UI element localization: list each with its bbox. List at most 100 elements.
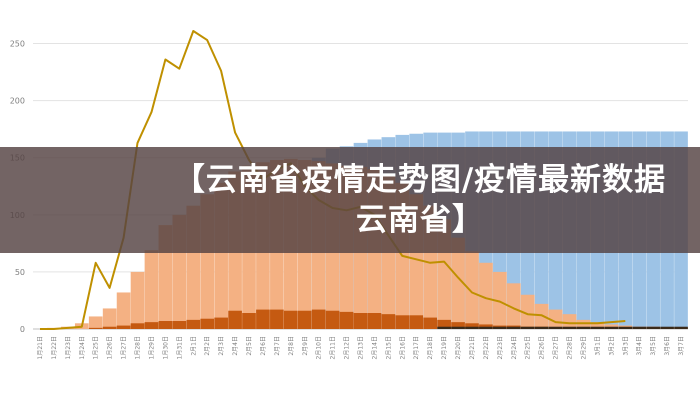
- severe-bar: [102, 326, 117, 329]
- x-tick-label: 2月5日: [246, 336, 253, 356]
- x-tick-label: 3月4日: [636, 336, 643, 356]
- x-tick-label: 2月6日: [260, 336, 267, 356]
- death-bar: [618, 326, 633, 329]
- severe-bar: [367, 313, 382, 329]
- x-tick-label: 1月24日: [79, 336, 86, 359]
- existing-bar: [479, 262, 493, 329]
- x-tick-label: 3月2日: [608, 336, 615, 356]
- x-tick-label: 2月1日: [190, 336, 197, 356]
- y-tick-label: 0: [20, 325, 25, 334]
- severe-bar: [186, 319, 201, 329]
- severe-bar: [465, 323, 479, 329]
- x-tick-label: 2月24日: [511, 336, 518, 359]
- y-tick-label: 250: [10, 40, 25, 49]
- existing-bar: [548, 309, 563, 329]
- x-tick-label: 2月22日: [483, 336, 490, 359]
- existing-bar: [520, 294, 535, 329]
- x-tick-label: 2月21日: [469, 336, 476, 359]
- x-tick-label: 3月7日: [678, 336, 685, 356]
- x-tick-label: 3月6日: [664, 336, 671, 356]
- x-tick-label: 1月31日: [176, 336, 183, 359]
- existing-bar: [116, 292, 131, 329]
- x-tick-label: 2月3日: [218, 336, 225, 356]
- death-bar: [660, 326, 674, 329]
- x-tick-label: 2月20日: [455, 336, 462, 359]
- severe-bar: [256, 309, 270, 329]
- x-tick-label: 2月2日: [204, 336, 211, 356]
- death-bar: [534, 326, 549, 329]
- existing-bar: [451, 237, 465, 329]
- death-bar: [493, 326, 507, 329]
- severe-bar: [200, 318, 215, 329]
- severe-bar: [283, 310, 298, 329]
- severe-cases-bars: [88, 309, 688, 329]
- severe-bar: [353, 313, 368, 329]
- severe-bar: [130, 323, 145, 329]
- existing-bar: [102, 308, 117, 329]
- banner-title: 【云南省疫情走势图/疫情最新数据云南省】: [173, 162, 667, 238]
- severe-bar: [395, 315, 410, 329]
- severe-bar: [311, 309, 326, 329]
- death-bar: [674, 326, 688, 329]
- death-bar: [548, 326, 563, 329]
- x-tick-label: 1月22日: [51, 336, 58, 359]
- death-bar: [562, 326, 577, 329]
- severe-bar: [144, 322, 159, 329]
- y-tick-label: 50: [15, 268, 25, 277]
- x-tick-label: 2月7日: [274, 336, 281, 356]
- severe-bar: [270, 309, 284, 329]
- x-tick-label: 2月16日: [399, 336, 406, 359]
- existing-bar: [562, 314, 577, 329]
- severe-bar: [116, 325, 131, 329]
- existing-bar: [576, 319, 591, 329]
- x-tick-label: 3月3日: [622, 336, 629, 356]
- death-bar: [604, 326, 619, 329]
- severe-bar: [423, 317, 438, 329]
- x-tick-label: 2月11日: [330, 336, 337, 359]
- x-tick-label: 2月25日: [525, 336, 532, 359]
- x-tick-label: 2月19日: [441, 336, 448, 359]
- x-tick-label: 3月5日: [650, 336, 657, 356]
- x-tick-label: 2月15日: [385, 336, 392, 359]
- x-tick-label: 2月8日: [288, 336, 295, 356]
- existing-bar: [88, 316, 103, 329]
- severe-bar: [437, 319, 451, 329]
- title-banner: [0, 147, 700, 253]
- death-bar: [451, 326, 465, 329]
- severe-bar: [325, 310, 340, 329]
- severe-bar: [158, 321, 173, 329]
- death-bar: [479, 326, 493, 329]
- death-bar: [437, 326, 451, 329]
- x-tick-label: 1月28日: [135, 336, 142, 359]
- severe-bar: [228, 310, 242, 329]
- x-tick-label: 2月17日: [413, 336, 420, 359]
- x-tick-label: 1月29日: [148, 336, 155, 359]
- severe-bar: [297, 310, 312, 329]
- x-tick-label: 1月30日: [162, 336, 169, 359]
- x-tick-label: 1月25日: [93, 336, 100, 359]
- death-bar: [506, 326, 521, 329]
- existing-bar: [534, 303, 549, 329]
- death-bar: [465, 326, 479, 329]
- severe-bar: [172, 321, 187, 329]
- x-axis-tick-labels: 1月21日 1月22日 1月23日 1月24日 1月25日 1月26日 1月27日 1月28日…: [37, 336, 685, 359]
- x-tick-label: 2月9日: [302, 336, 309, 356]
- death-bar: [576, 326, 591, 329]
- x-tick-label: 1月21日: [37, 336, 44, 359]
- x-tick-label: 2月13日: [358, 336, 365, 359]
- x-tick-label: 2月4日: [232, 336, 239, 356]
- severe-bar: [88, 327, 103, 329]
- x-tick-label: 1月23日: [65, 336, 72, 359]
- death-bar: [632, 326, 647, 329]
- existing-bar: [493, 271, 507, 329]
- death-bar: [590, 326, 605, 329]
- x-tick-label: 2月10日: [316, 336, 323, 359]
- existing-bar: [130, 271, 145, 329]
- severe-bar: [339, 311, 354, 329]
- existing-bar: [465, 251, 479, 329]
- existing-bar: [506, 283, 521, 329]
- x-tick-label: 2月12日: [344, 336, 351, 359]
- x-tick-label: 1月27日: [121, 336, 128, 359]
- x-tick-label: 2月27日: [553, 336, 560, 359]
